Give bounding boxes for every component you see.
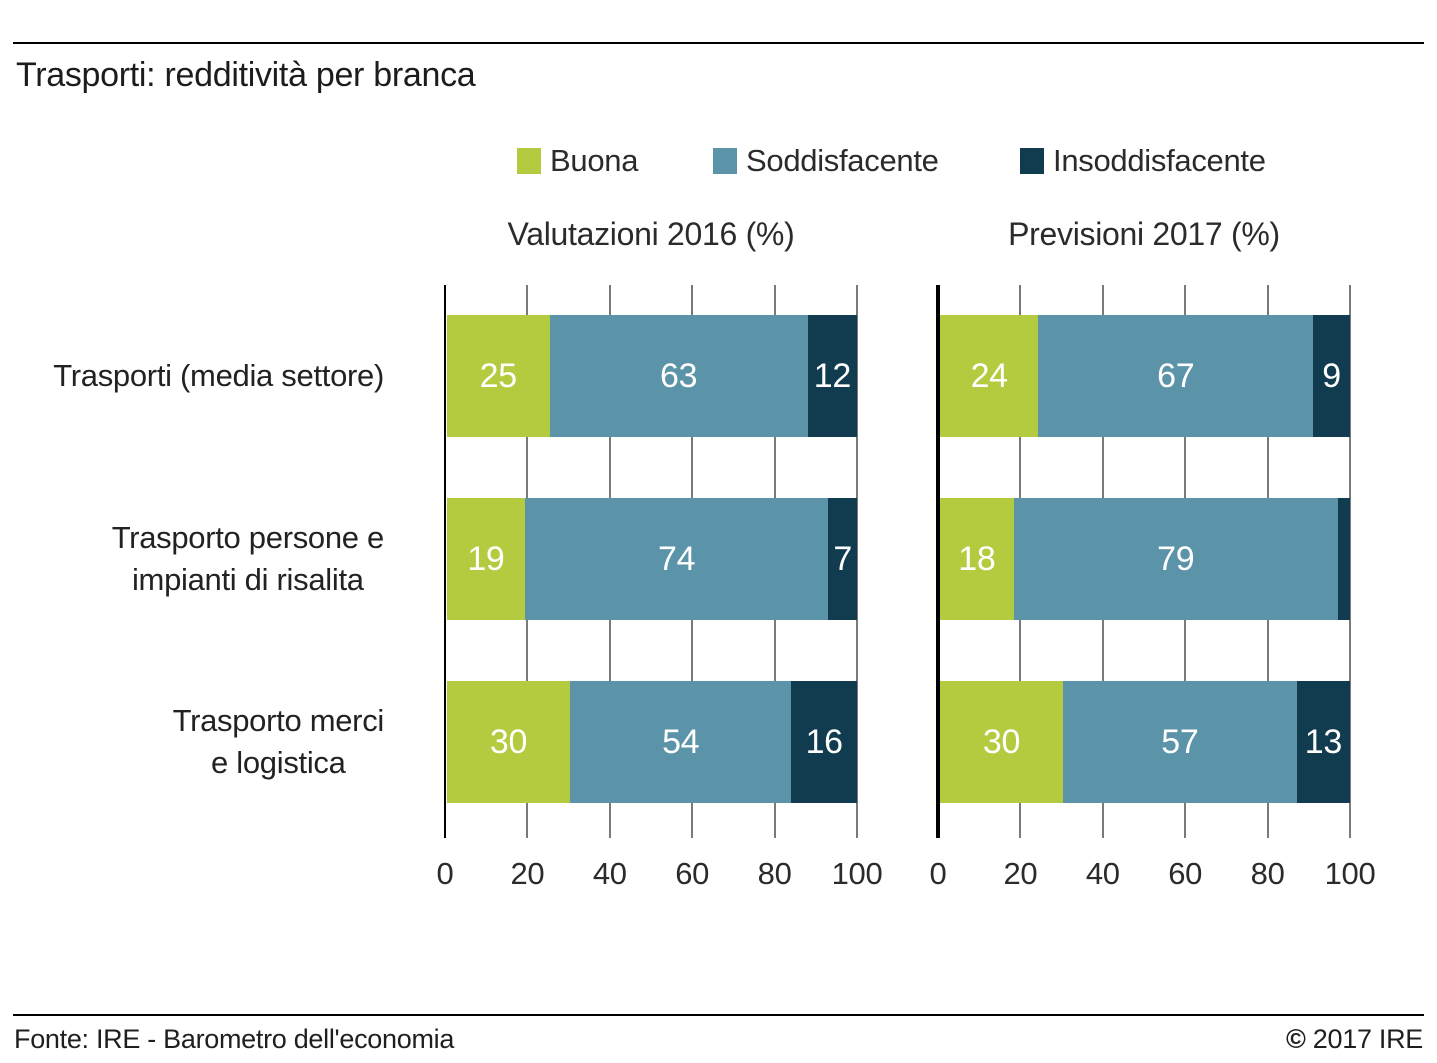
bar-segment-insoddisfacente: 16 [791,681,857,803]
panel-previsioni-2017: 24 67 9 18 79 30 57 13 0 20 40 60 80 100 [930,285,1376,891]
bar-row-3: 30 57 13 [940,681,1350,803]
x-tick-label-100: 100 [1324,856,1376,891]
legend-item-soddisfacente: Soddisfacente [713,143,939,178]
x-tick-label-40: 40 [1085,856,1120,891]
legend-item-buona: Buona [517,143,639,178]
bar-segment-insoddisfacente: 7 [828,498,857,620]
bar-segment-soddisfacente: 67 [1038,315,1314,437]
bar-segment-soddisfacente: 57 [1063,681,1297,803]
bar-segment-buona: 18 [940,498,1014,620]
value-label: 16 [805,722,844,761]
legend-item-insoddisfacente: Insoddisfacente [1020,143,1266,178]
panel-subtitle-valutazioni-2016: Valutazioni 2016 (%) [507,216,795,252]
x-tick-label-80: 80 [1250,856,1285,891]
value-label: 67 [1157,356,1195,395]
x-tick-label-0: 0 [929,856,947,891]
category-label-trasporto-merci: Trasporto merci e logistica [172,703,385,780]
bar-segment-insoddisfacente: 9 [1313,315,1350,437]
top-divider [13,42,1424,44]
copyright-icon: © [1286,1024,1306,1054]
x-axis-zero-line [444,285,446,838]
category-label-trasporti-media-settore: Trasporti (media settore) [53,358,384,393]
x-tick-label-20: 20 [1003,856,1038,891]
value-label: 9 [1322,356,1341,395]
value-label: 25 [479,356,518,395]
bar-row-1: 25 63 12 [447,315,857,437]
x-tick-label-80: 80 [757,856,792,891]
value-label: 79 [1157,539,1195,578]
bar-segment-buona: 30 [447,681,570,803]
value-label: 54 [662,722,700,761]
x-tick-label-20: 20 [510,856,545,891]
value-label: 57 [1161,722,1199,761]
x-tick-label-60: 60 [675,856,710,891]
x-tick-label-0: 0 [436,856,454,891]
bar-segment-insoddisfacente: 13 [1296,681,1350,803]
panel-valutazioni-2016: 25 63 12 19 74 7 30 54 16 0 20 40 60 80 100 [437,285,883,891]
value-label: 18 [958,539,996,578]
page-title: Trasporti: redditività per branca [16,56,476,94]
copyright-note: © 2017 IRE [1286,1024,1423,1055]
bar-row-2: 19 74 7 [447,498,857,620]
bar-row-3: 30 54 16 [447,681,857,803]
legend-label-insoddisfacente: Insoddisfacente [1053,143,1266,178]
legend-swatch-soddisfacente [713,148,737,174]
gridline-100 [856,285,858,838]
value-label: 7 [833,539,852,578]
legend-swatch-insoddisfacente [1020,148,1044,174]
bar-segment-buona: 19 [447,498,525,620]
value-label: 30 [982,722,1021,761]
bar-row-1: 24 67 9 [940,315,1350,437]
bar-segment-soddisfacente: 54 [570,681,792,803]
bar-segment-insoddisfacente: 12 [807,315,857,437]
legend-label-buona: Buona [550,143,639,178]
x-tick-label-100: 100 [831,856,883,891]
value-label: 12 [813,356,852,395]
value-label: 19 [467,539,505,578]
bar-segment-buona: 25 [447,315,550,437]
legend-label-soddisfacente: Soddisfacente [746,143,939,178]
category-label-trasporto-persone: Trasporto persone e impianti di risalita [111,520,385,597]
bar-segment-soddisfacente: 79 [1013,498,1338,620]
bar-segment-insoddisfacente [1337,498,1350,620]
x-tick-label-40: 40 [592,856,627,891]
panel-subtitle-previsioni-2017: Previsioni 2017 (%) [1008,216,1280,252]
legend-swatch-buona [517,148,541,174]
bar-row-2: 18 79 [940,498,1350,620]
gridline-100 [1349,285,1351,838]
value-label: 13 [1304,722,1343,761]
x-tick-label-60: 60 [1168,856,1203,891]
value-label: 63 [660,356,698,395]
bar-segment-buona: 24 [940,315,1039,437]
value-label: 30 [489,722,528,761]
value-label: 74 [657,539,696,578]
footer-divider [13,1014,1424,1016]
x-axis-zero-line [936,285,940,838]
bar-segment-soddisfacente: 74 [524,498,829,620]
bar-segment-buona: 30 [940,681,1063,803]
source-note: Fonte: IRE - Barometro dell'economia [14,1024,455,1054]
value-label: 24 [970,356,1009,395]
copyright-text: 2017 IRE [1305,1024,1424,1054]
bar-segment-soddisfacente: 63 [549,315,808,437]
